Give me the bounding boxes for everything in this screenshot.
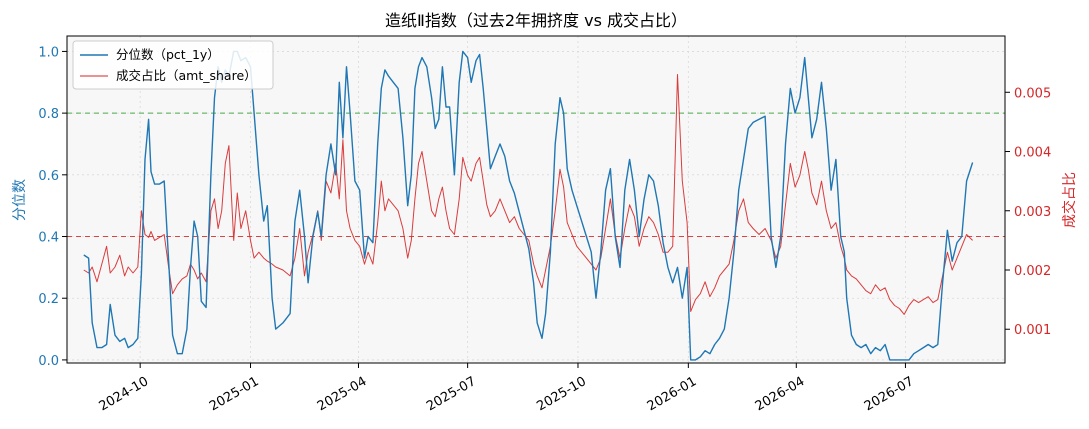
y-left-tick-label: 1.0	[38, 45, 59, 60]
y-axis-right: 0.001 0.002 0.003 0.004 0.005	[1005, 86, 1051, 338]
y-left-tick-label: 0.6	[38, 169, 59, 184]
legend-box	[72, 40, 274, 90]
reference-lines	[67, 112, 1005, 238]
legend-label-pct: 分位数（pct_1y）	[116, 47, 220, 62]
legend-label-amt: 成交占比（amt_share）	[116, 68, 257, 83]
y-right-tick-label: 0.004	[1014, 146, 1051, 161]
y-left-tick-label: 0.4	[38, 231, 59, 246]
y-left-tick-label: 0.8	[38, 107, 59, 122]
y-right-tick-label: 0.001	[1014, 323, 1051, 338]
y-axis-right-label: 成交占比	[1061, 172, 1078, 228]
plot-frame	[66, 35, 1006, 364]
y-axis-left: 0.0 0.2 0.4 0.6 0.8 1.0	[38, 45, 67, 369]
legend: 分位数（pct_1y） 成交占比（amt_share）	[72, 40, 274, 90]
y-axis-left-label: 分位数	[12, 179, 28, 221]
y-right-tick-label: 0.002	[1014, 264, 1051, 279]
y-left-tick-label: 0.2	[38, 292, 59, 307]
y-right-tick-label: 0.003	[1014, 205, 1051, 220]
y-right-tick-label: 0.005	[1014, 86, 1051, 101]
series-line-amt-share	[83, 74, 973, 315]
y-left-tick-label: 0.0	[38, 354, 59, 369]
chart-title: 造纸Ⅱ指数（过去2年拥挤度 vs 成交占比）	[385, 11, 687, 30]
